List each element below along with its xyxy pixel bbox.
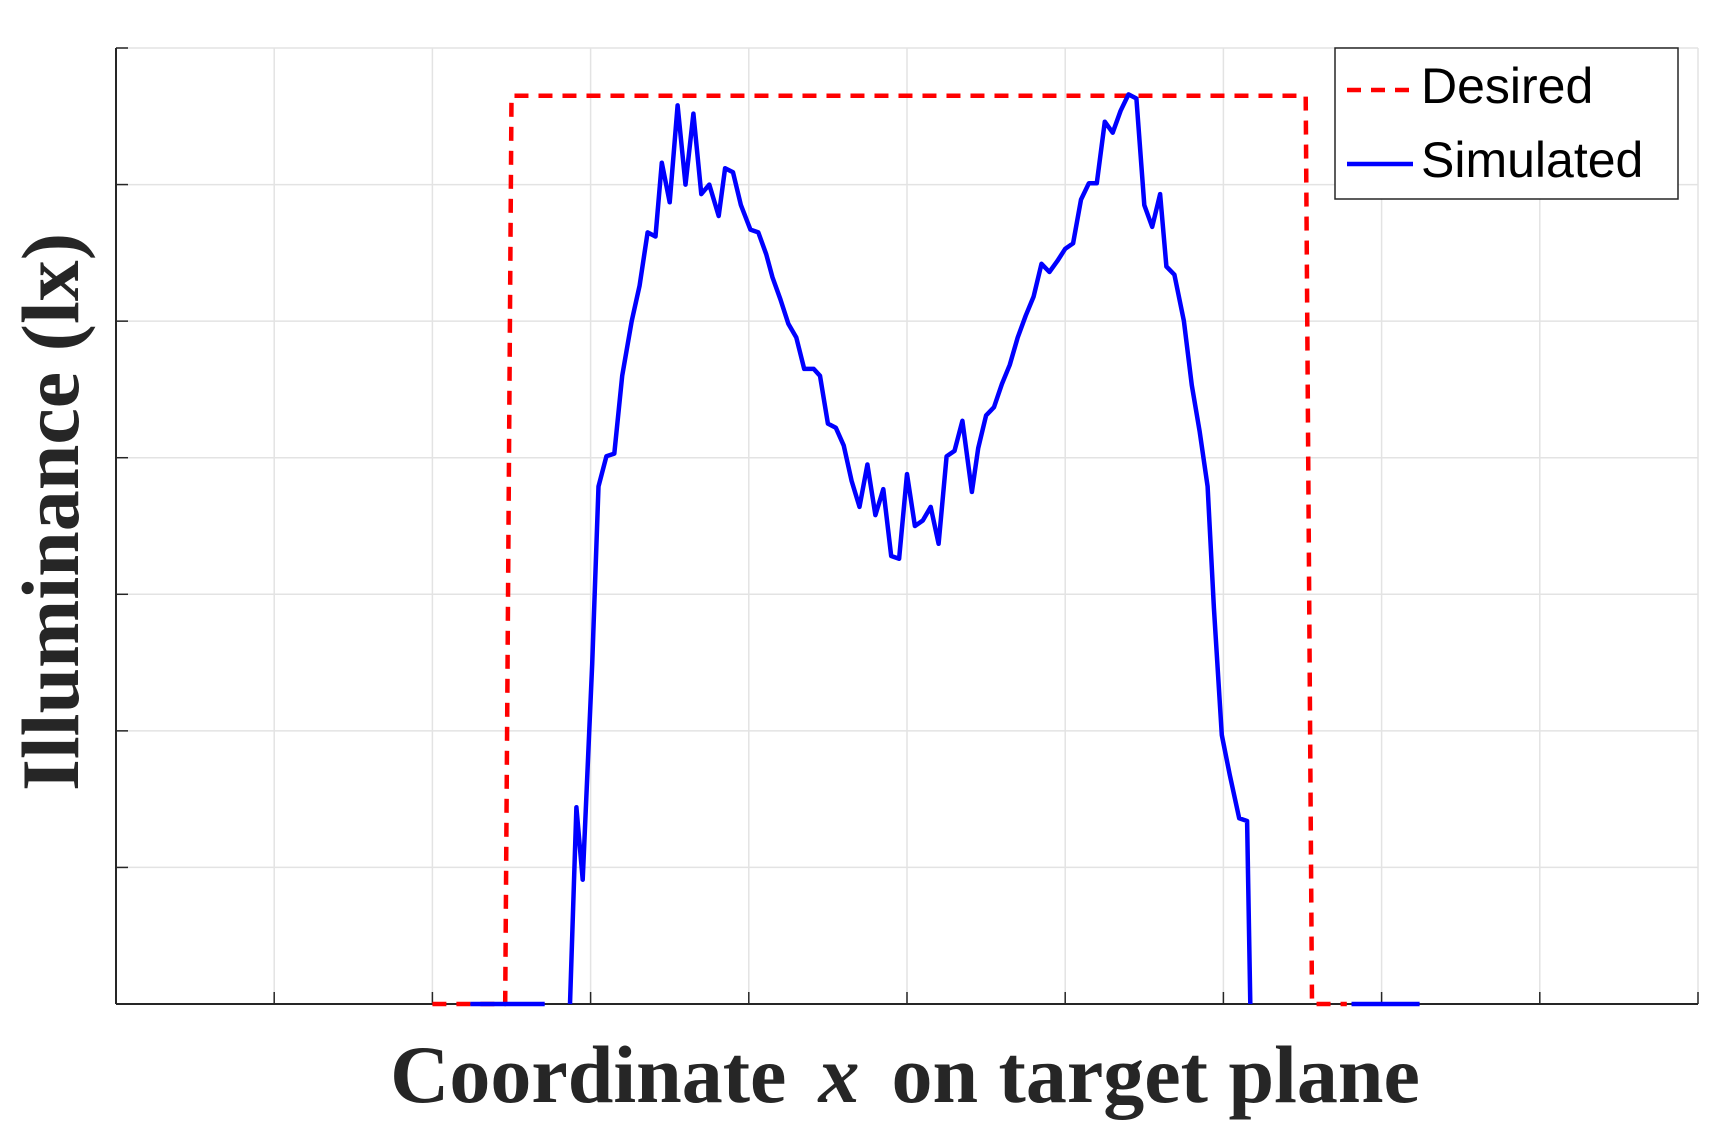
y-axis-label: Illuminance (lx) (5, 233, 96, 791)
x-label-text: on target plane (891, 1029, 1419, 1120)
x-label-variable: x (817, 1029, 859, 1120)
legend-label: Desired (1421, 58, 1593, 114)
legend: Desired Simulated (1334, 47, 1679, 200)
x-label-text: Coordinate (390, 1029, 786, 1120)
line-series (470, 92, 1420, 1007)
legend-label: Simulated (1421, 132, 1643, 188)
legend-box (1334, 47, 1679, 200)
x-axis-label: Coordinate x on target plane (390, 1029, 1420, 1120)
